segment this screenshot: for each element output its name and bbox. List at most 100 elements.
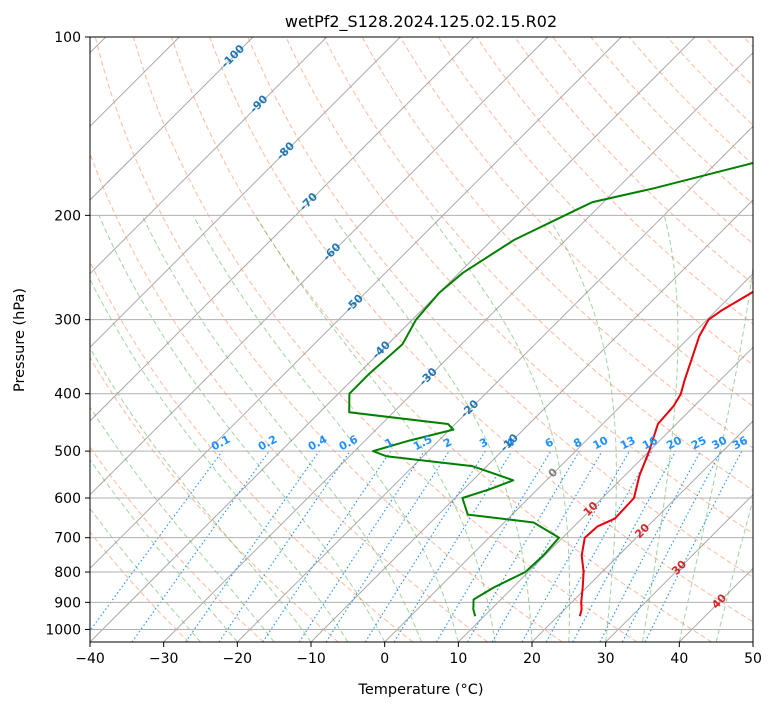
background-lines (90, 37, 753, 642)
dry-adiabat (209, 37, 753, 623)
mixing-ratio-line (131, 450, 270, 642)
moist-adiabat (98, 215, 386, 642)
x-tick-label: −20 (223, 651, 253, 667)
dry-adiabat (94, 37, 563, 642)
dry-adiabat (399, 37, 753, 407)
mixing-ratio-label: 0.6 (337, 433, 361, 454)
mixing-ratio-line (621, 450, 722, 642)
moist-adiabat (192, 215, 459, 642)
dry-adiabat (743, 37, 753, 48)
mixing-ratio-label: 20 (664, 433, 684, 452)
y-tick-label: 800 (54, 565, 81, 581)
isotherm-line (384, 272, 753, 642)
mixing-ratio-label: 0.4 (306, 433, 330, 454)
dry-adiabat (552, 37, 753, 245)
mixing-ratio-line (521, 450, 630, 642)
mixing-ratio-label: 10 (591, 433, 611, 452)
isotherm-label: -30 (417, 365, 440, 388)
x-tick-label: −10 (296, 651, 326, 667)
mixing-ratio-label: 36 (730, 434, 750, 453)
mixing-ratio-label: 3 (477, 435, 490, 450)
mixing-ratio-line (491, 450, 603, 642)
mixing-ratio-line (325, 450, 450, 642)
dry-adiabat (285, 37, 753, 534)
temperature-line (578, 290, 753, 617)
mixing-ratio-line (364, 450, 486, 642)
x-tick-label: 40 (670, 651, 688, 667)
y-tick-label: 100 (54, 30, 81, 46)
x-axis-label: Temperature (°C) (357, 682, 483, 698)
isotherm-label: 30 (669, 558, 689, 578)
y-tick-label: 300 (54, 313, 81, 329)
mixing-ratio-line (599, 450, 701, 642)
dry-adiabat (476, 37, 753, 325)
x-tick-label: 20 (523, 651, 541, 667)
y-tick-label: 400 (54, 387, 81, 403)
dry-adiabat (323, 37, 753, 491)
moist-adiabat (90, 406, 275, 642)
isotherm-line (457, 346, 753, 642)
x-tick-label: 30 (597, 651, 615, 667)
isotherm-label: -60 (320, 240, 343, 263)
x-tick-label: −30 (149, 651, 179, 667)
isotherm-line (90, 37, 328, 275)
moist-adiabat (90, 507, 201, 642)
mixing-ratio-label: 0.1 (209, 433, 232, 454)
isotherm-line (163, 51, 753, 642)
dry-adiabat (90, 446, 264, 642)
y-tick-label: 200 (54, 208, 81, 224)
mixing-ratio-line (393, 450, 513, 642)
y-axis-label: Pressure (hPa) (12, 288, 28, 392)
dry-adiabat (90, 152, 488, 642)
profile-series (348, 161, 753, 617)
mixing-ratio-line (572, 450, 677, 642)
moist-adiabat (254, 215, 496, 642)
dry-adiabat (704, 37, 753, 87)
x-tick-label: 0 (380, 651, 389, 667)
chart-title: wetPf2_S128.2024.125.02.15.R02 (285, 12, 557, 32)
isotherm-line (90, 37, 549, 496)
dry-adiabat (90, 356, 339, 642)
mixing-ratio-label: 30 (710, 434, 730, 453)
x-tick-label: −40 (75, 651, 105, 667)
mixing-ratio-label: 0.2 (256, 433, 279, 454)
isotherm-line (90, 37, 622, 570)
dry-adiabat (361, 37, 753, 449)
mixing-ratio-label: 25 (689, 434, 709, 453)
isotherm-line (531, 420, 753, 642)
isotherm-line (236, 125, 753, 642)
isotherm-line (90, 37, 401, 349)
mixing-ratio-line (467, 450, 580, 642)
isotherm-line (90, 37, 475, 422)
mixing-ratio-label: 13 (618, 434, 638, 453)
mixing-ratio-line (218, 450, 351, 642)
isotherm-label: -20 (458, 397, 481, 420)
mixing-ratio-line (90, 450, 223, 632)
moist-adiabat (90, 347, 312, 642)
moist-adiabat (332, 215, 533, 642)
moist-adiabat (715, 497, 753, 642)
moist-adiabat (429, 215, 571, 642)
isotherm-line (90, 37, 696, 642)
y-tick-label: 1000 (45, 622, 81, 638)
isotherm-line (90, 37, 254, 201)
dry-adiabat (171, 37, 712, 642)
mixing-ratio-label: 16 (640, 434, 660, 453)
moist-adiabat (546, 215, 617, 642)
moist-adiabat (141, 215, 422, 642)
y-tick-label: 500 (54, 444, 81, 460)
plot-frame (89, 36, 754, 643)
dry-adiabat (90, 531, 190, 642)
moist-adiabat (678, 263, 753, 642)
dry-adiabat (132, 37, 638, 642)
isotherm-line (310, 199, 753, 642)
mixing-ratio-line (545, 450, 653, 642)
dry-adiabat (90, 260, 414, 642)
y-tick-label: 600 (54, 491, 81, 507)
moist-adiabat (90, 459, 238, 642)
mixing-ratio-line (435, 450, 552, 642)
mixing-ratio-line (298, 450, 425, 642)
isotherm-line (678, 567, 753, 642)
